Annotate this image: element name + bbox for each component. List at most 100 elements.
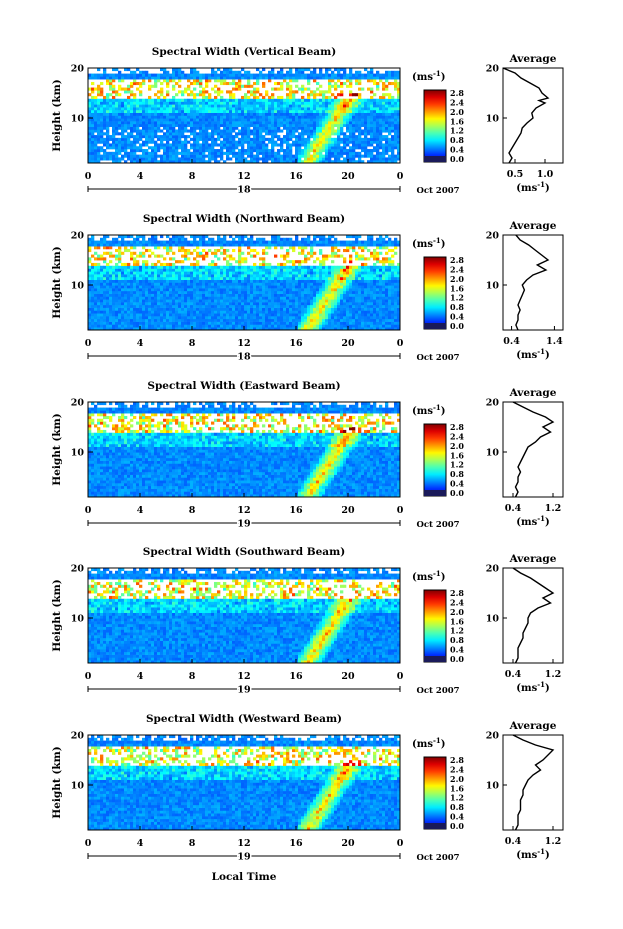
y-axis-title: Height (km) bbox=[51, 413, 63, 485]
avg-x-tick-label: 1.2 bbox=[545, 503, 562, 514]
avg-x-tick-label: 0.5 bbox=[507, 169, 524, 180]
avg-x-tick-label: 1.0 bbox=[537, 169, 554, 180]
x-tick-label: 0 bbox=[397, 338, 404, 349]
y-axis-title: Height (km) bbox=[51, 79, 63, 151]
x-tick-label: 0 bbox=[85, 505, 92, 516]
average-title: Average bbox=[509, 220, 557, 232]
y-axis-title: Height (km) bbox=[51, 246, 63, 318]
avg-x-tick-label: 1.4 bbox=[546, 336, 563, 347]
x-tick-label: 16 bbox=[289, 838, 303, 849]
average-frame bbox=[503, 735, 563, 830]
colorbar-tick-label: 0.0 bbox=[450, 821, 464, 831]
colorbar-low bbox=[424, 490, 446, 496]
day-label: 19 bbox=[237, 852, 251, 863]
x-tick-label: 16 bbox=[289, 505, 303, 516]
colorbar-unit: (ms-1) bbox=[412, 69, 445, 83]
colorbar-low bbox=[424, 656, 446, 662]
y-tick-label: 10 bbox=[71, 614, 85, 625]
avg-y-tick-label: 10 bbox=[486, 614, 500, 625]
avg-y-tick-label: 20 bbox=[486, 231, 500, 242]
average-frame bbox=[503, 235, 563, 330]
y-axis-title: Height (km) bbox=[51, 579, 63, 651]
x-tick-label: 4 bbox=[137, 838, 144, 849]
colorbar-tick-label: 0.0 bbox=[450, 654, 464, 664]
y-tick-label: 10 bbox=[71, 781, 85, 792]
colorbar-unit: (ms-1) bbox=[412, 403, 445, 417]
avg-x-tick-label: 0.4 bbox=[505, 669, 522, 680]
y-tick-label: 10 bbox=[71, 281, 85, 292]
panel-title: Spectral Width (Southward Beam) bbox=[143, 546, 345, 558]
average-title: Average bbox=[509, 720, 557, 732]
y-axis-title: Height (km) bbox=[51, 746, 63, 818]
average-profile-line bbox=[513, 735, 553, 830]
x-tick-label: 12 bbox=[237, 671, 250, 682]
average-unit: (ms-1) bbox=[516, 847, 549, 861]
x-tick-label: 0 bbox=[85, 838, 92, 849]
x-tick-label: 4 bbox=[137, 671, 144, 682]
x-tick-label: 0 bbox=[85, 338, 92, 349]
x-tick-label: 12 bbox=[237, 505, 250, 516]
y-tick-label: 20 bbox=[71, 398, 85, 409]
heatmap-field bbox=[88, 735, 400, 830]
y-tick-label: 20 bbox=[71, 564, 85, 575]
panel-3: Spectral Width (Eastward Beam)2010Height… bbox=[51, 380, 563, 530]
panel-title: Spectral Width (Westward Beam) bbox=[146, 713, 342, 725]
y-tick-label: 20 bbox=[71, 731, 85, 742]
average-profile-line bbox=[516, 235, 548, 330]
heatmap-field bbox=[88, 68, 400, 163]
average-profile-line bbox=[513, 402, 553, 497]
date-label: Oct 2007 bbox=[416, 353, 459, 363]
colorbar bbox=[424, 424, 446, 496]
x-tick-label: 8 bbox=[189, 671, 196, 682]
colorbar-low bbox=[424, 323, 446, 329]
panel-4: Spectral Width (Southward Beam) 20 10 Heigh… bbox=[51, 546, 563, 696]
heatmap-field bbox=[88, 402, 400, 497]
avg-y-tick-label: 10 bbox=[486, 281, 500, 292]
heatmap-field bbox=[88, 568, 400, 663]
x-tick-label: 12 bbox=[237, 838, 250, 849]
x-tick-label: 16 bbox=[289, 171, 303, 182]
x-tick-label: 8 bbox=[189, 171, 196, 182]
average-profile-line bbox=[503, 68, 548, 163]
x-tick-label: 12 bbox=[237, 171, 250, 182]
colorbar-unit: (ms-1) bbox=[412, 736, 445, 750]
avg-y-tick-label: 10 bbox=[486, 114, 500, 125]
colorbar-tick-label: 0.0 bbox=[450, 154, 464, 164]
colorbar bbox=[424, 590, 446, 662]
y-tick-label: 20 bbox=[71, 64, 85, 75]
average-title: Average bbox=[509, 553, 557, 565]
average-frame bbox=[503, 402, 563, 497]
average-unit: (ms-1) bbox=[516, 180, 549, 194]
x-tick-label: 8 bbox=[189, 838, 196, 849]
x-tick-label: 20 bbox=[341, 505, 355, 516]
day-label: 19 bbox=[237, 685, 251, 696]
x-tick-label: 4 bbox=[137, 171, 144, 182]
x-tick-label: 0 bbox=[397, 671, 404, 682]
x-tick-label: 20 bbox=[341, 671, 355, 682]
panel-2: Spectral Width (Northward Beam)2010Heigh… bbox=[51, 213, 563, 363]
avg-y-tick-label: 10 bbox=[486, 448, 500, 459]
avg-y-tick-label: 20 bbox=[486, 731, 500, 742]
colorbar-unit: (ms-1) bbox=[412, 236, 445, 250]
x-tick-label: 0 bbox=[85, 671, 92, 682]
y-tick-label: 10 bbox=[71, 448, 85, 459]
avg-y-tick-label: 10 bbox=[486, 781, 500, 792]
date-label: Oct 2007 bbox=[416, 686, 459, 696]
day-label: 19 bbox=[237, 519, 251, 530]
date-label: Oct 2007 bbox=[416, 186, 459, 196]
y-tick-label: 10 bbox=[71, 114, 85, 125]
panel-title: Spectral Width (Vertical Beam) bbox=[152, 46, 336, 58]
avg-y-tick-label: 20 bbox=[486, 398, 500, 409]
avg-x-tick-label: 0.4 bbox=[505, 836, 522, 847]
average-unit: (ms-1) bbox=[516, 347, 549, 361]
heatmap-field bbox=[88, 235, 400, 330]
x-tick-label: 8 bbox=[189, 338, 196, 349]
colorbar-tick-label: 0.0 bbox=[450, 488, 464, 498]
colorbar-unit: (ms-1) bbox=[412, 569, 445, 583]
avg-x-tick-label: 0.4 bbox=[503, 336, 520, 347]
colorbar-low bbox=[424, 156, 446, 162]
colorbar-tick-label: 0.0 bbox=[450, 321, 464, 331]
avg-x-tick-label: 1.2 bbox=[545, 836, 562, 847]
x-tick-label: 0 bbox=[397, 505, 404, 516]
